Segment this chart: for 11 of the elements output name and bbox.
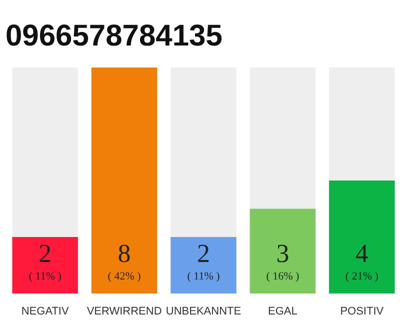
data-label: 4 ( 21% ) (345, 238, 379, 283)
x-tick-label: EGAL (268, 306, 298, 318)
data-label: 3 ( 16% ) (266, 238, 300, 283)
x-tick-label: UNBEKANNTE (166, 306, 242, 318)
x-tick-label: NEGATIV (21, 306, 70, 318)
x-tick-label: POSITIV (340, 306, 384, 318)
x-tick-label: VERWIRREND (86, 306, 162, 318)
chart-title: 0966578784135 (6, 20, 222, 52)
data-label: 2 ( 11% ) (28, 238, 62, 283)
data-label: 8 ( 42% ) (108, 238, 142, 283)
data-label: 2 ( 11% ) (187, 238, 220, 283)
